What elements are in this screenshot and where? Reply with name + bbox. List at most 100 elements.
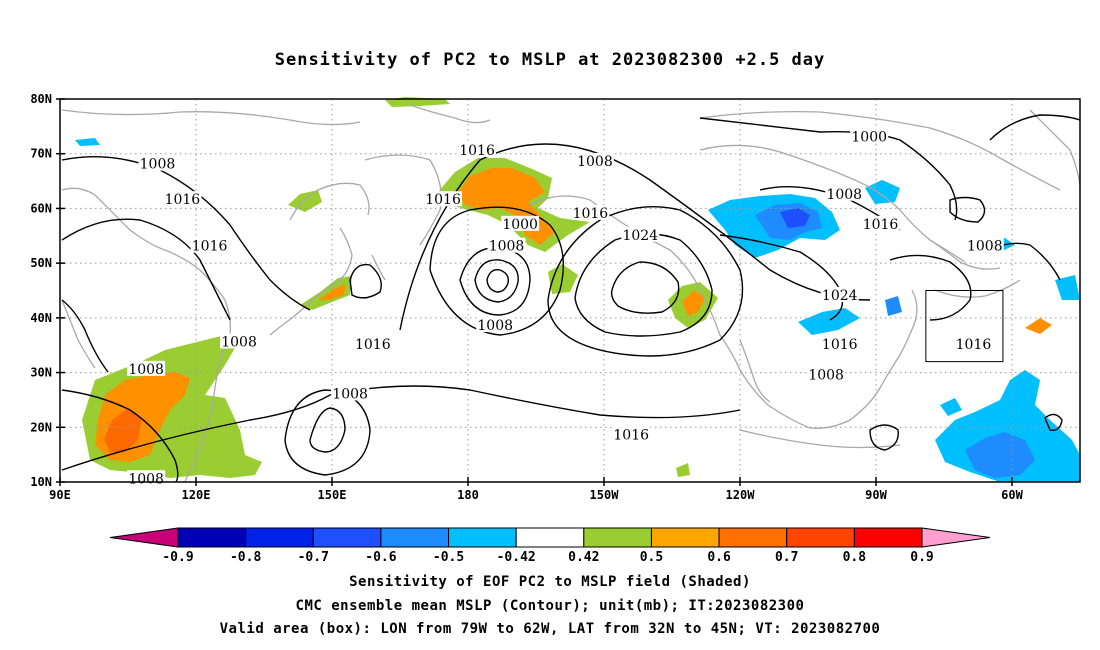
isobar-line (349, 263, 382, 299)
colorbar-label: 0.8 (843, 550, 867, 565)
coastline-segment (934, 279, 1021, 298)
contour-label-background (820, 286, 859, 302)
contour-label: 1000 (502, 217, 538, 233)
lat-tick-label: 60N (30, 201, 52, 215)
coastline-segment (61, 109, 361, 126)
colorbar-label: 0.5 (640, 550, 663, 565)
coastline-segment (269, 227, 353, 336)
colorbar-label: -0.5 (433, 550, 464, 565)
contour-label-background (965, 237, 1004, 253)
map-frame (59, 98, 1081, 483)
positive-shade-japan (300, 276, 352, 310)
contour-label-background (825, 185, 864, 201)
positive-shade-pacific-small (676, 463, 690, 477)
coastline-segment (809, 289, 918, 429)
contour-label-background (850, 128, 889, 144)
negative-shade-atlantic-north (940, 398, 962, 416)
contour-label: 1008 (489, 239, 525, 255)
contour-label-background (487, 237, 526, 253)
negative-shade-hudson (865, 180, 900, 204)
coastline-segment (739, 339, 771, 403)
coastline-segment (364, 154, 442, 246)
colorbar-label: 0.42 (568, 550, 599, 565)
isobar-line (61, 155, 311, 311)
contour-label: 1008 (332, 386, 368, 402)
coastline-segment (184, 269, 232, 483)
isobar-line (486, 269, 510, 293)
isobar-line (309, 407, 346, 453)
isobar-line (399, 143, 871, 331)
lon-tick-label: 150W (590, 488, 620, 502)
positive-shade-pacific-nw-core (682, 290, 705, 316)
isobar-line (610, 261, 680, 314)
positive-shade-atlantic (1025, 318, 1052, 334)
isobar-line (699, 117, 958, 221)
isobar-line (1044, 413, 1063, 431)
negative-shade-new-england (885, 296, 902, 316)
contour-label-background (571, 204, 610, 220)
contour-label-background (353, 336, 392, 352)
contour-label-background (331, 385, 370, 401)
colorbar-swatch (718, 527, 788, 548)
positive-shade-south-china-red (104, 408, 142, 452)
colorbar-swatch (515, 527, 585, 548)
colorbar-swatch (312, 527, 382, 548)
contour-label: 1024 (622, 228, 658, 244)
isobar-line (989, 114, 1081, 141)
contour-label: 1008 (140, 157, 176, 173)
colorbar-swatch (786, 527, 855, 548)
lat-tick-label: 40N (30, 311, 52, 325)
latitude-tick-labels: 80N 70N 60N 50N 40N 30N 20N 10N (30, 92, 65, 489)
contour-label-background (138, 155, 177, 171)
positive-shade-kamchatka (288, 190, 322, 212)
contour-label-background (575, 152, 614, 168)
contour-label: 1016 (355, 337, 391, 353)
colorbar-label: 0.7 (775, 550, 798, 565)
colorbar-swatch (448, 527, 517, 548)
map-title: Sensitivity of PC2 to MSLP at 2023082300… (274, 50, 826, 70)
contour-label: 1008 (221, 334, 257, 350)
contour-label: 1016 (192, 239, 228, 255)
isobar-line (474, 259, 519, 303)
coastline-segment (409, 104, 491, 124)
contour-label: 1008 (826, 187, 862, 203)
coastline-segment (61, 187, 201, 271)
contour-label: 1008 (577, 154, 613, 170)
negative-shade-atlantic-east (1055, 275, 1080, 300)
lat-tick-label: 50N (30, 256, 52, 270)
negative-shade-great-lakes (798, 308, 860, 335)
colorbar-low-arrow (109, 527, 179, 548)
lon-tick-label: 90E (49, 488, 71, 502)
contour-label-background (621, 226, 660, 242)
valid-area-box (925, 290, 1004, 363)
isobar-line (719, 234, 844, 321)
contour-label: 1008 (128, 362, 164, 378)
colorbar-swatch (245, 527, 314, 548)
isobar-line (889, 254, 972, 321)
isobar-line (547, 206, 744, 357)
isobar-line (949, 196, 986, 223)
lon-tick-label: 120E (182, 488, 211, 502)
contour-label: 1008 (808, 367, 844, 383)
lon-tick-label: 120W (726, 488, 756, 502)
contour-label-background (220, 333, 259, 349)
map-gridlines (59, 99, 1080, 482)
contour-label-background (861, 215, 900, 231)
coastline-segment (1029, 109, 1081, 186)
contour-label: 1016 (165, 192, 201, 208)
lon-tick-label: 60W (1001, 488, 1023, 502)
isobar-line (459, 247, 531, 316)
colorbar-label: 0.6 (707, 550, 731, 565)
footer-line-2: CMC ensemble mean MSLP (Contour); unit(m… (295, 598, 805, 614)
colorbar: -0.9 -0.8 -0.7 -0.6 -0.5 -0.42 0.42 0.5 0.6 0.7 0.… (109, 527, 991, 565)
colorbar-label: -0.7 (298, 550, 329, 565)
contour-label-background (954, 336, 993, 352)
negative-shade-canada-darkest (780, 208, 810, 228)
lat-tick-label: 10N (30, 475, 52, 489)
isobar-line (61, 299, 109, 373)
contour-label-background (807, 366, 846, 382)
coastline-segment (371, 254, 386, 281)
lat-tick-label: 80N (30, 92, 52, 106)
colorbar-swatch (583, 527, 652, 548)
